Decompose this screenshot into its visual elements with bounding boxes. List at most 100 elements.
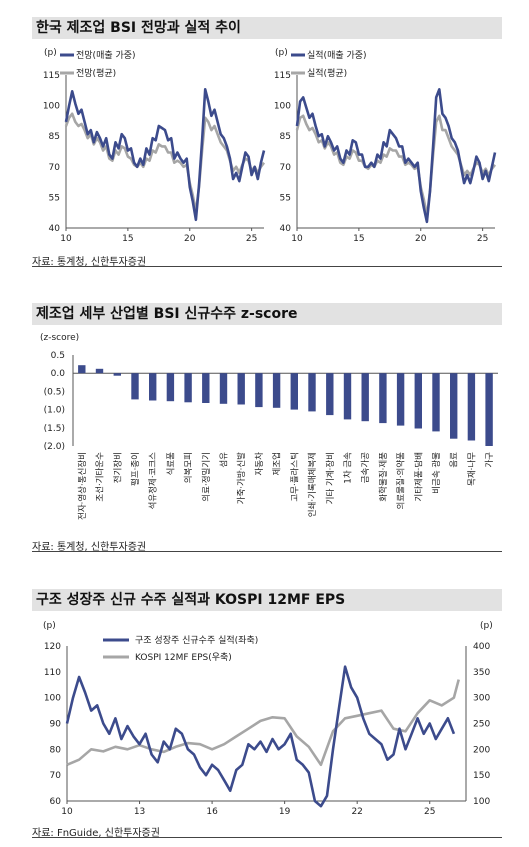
- category-label: 의료물질·의약품: [396, 452, 407, 510]
- left-tick-label: 80: [50, 745, 62, 755]
- bar: [237, 373, 245, 405]
- y-tick-label: 100: [274, 102, 291, 112]
- right-tick-label: 100: [473, 797, 490, 807]
- x-tick-label: 10: [291, 234, 303, 244]
- bar: [78, 365, 86, 374]
- x-tick-label: 25: [477, 234, 488, 244]
- left-tick-label: 90: [50, 720, 62, 730]
- panel2-title: 제조업 세부 산업별 BSI 신규수주 z-score: [32, 303, 502, 325]
- category-label: 의복모피: [183, 452, 194, 483]
- x-tick-label: 20: [415, 234, 427, 244]
- y-tick-label: 0.5: [51, 351, 65, 361]
- category-label: 전자·영상·통신장비: [77, 452, 88, 520]
- category-label: 의료·정밀기기: [201, 452, 212, 502]
- panel1-source: 자료: 통계청, 신한투자증권: [32, 257, 147, 268]
- y-tick-label: 85: [49, 132, 60, 142]
- right-tick-label: 150: [473, 771, 490, 781]
- category-label: 제조업: [273, 452, 283, 475]
- unit-label: (z-score): [40, 333, 79, 343]
- bar: [379, 373, 387, 424]
- right-unit-label: (p): [480, 621, 493, 631]
- category-label: 펄프·종이: [130, 452, 141, 486]
- category-label: 화학물질·제품: [378, 452, 389, 502]
- left-tick-label: 110: [44, 668, 61, 678]
- category-label: 1차 금속: [344, 452, 354, 484]
- y-tick-label: (1.5): [44, 424, 65, 434]
- series-line-average: [64, 112, 266, 213]
- bar: [184, 373, 192, 403]
- y-tick-label: (1.0): [44, 406, 65, 416]
- bar: [467, 373, 476, 441]
- category-label: 금속가공: [361, 452, 371, 483]
- bar: [326, 373, 334, 416]
- bar: [450, 373, 458, 439]
- order-series-line: [65, 665, 456, 808]
- series-line-weighted: [64, 88, 266, 222]
- x-tick-label: 15: [122, 234, 133, 244]
- bar: [290, 373, 298, 410]
- right-tick-label: 250: [473, 720, 490, 730]
- bar: [414, 373, 422, 429]
- bar: [255, 373, 263, 408]
- category-label: 인쇄·기록매체복제: [307, 452, 318, 517]
- left-unit-label: (p): [43, 621, 56, 631]
- right-tick-label: 400: [473, 642, 490, 652]
- bar: [485, 373, 493, 446]
- right-tick-label: 200: [473, 745, 490, 755]
- right-tick-label: 300: [473, 694, 490, 704]
- bar: [272, 373, 281, 408]
- bar: [149, 373, 157, 401]
- left-tick-label: 70: [50, 771, 62, 781]
- category-label: 음료: [450, 452, 460, 468]
- y-tick-label: 0.0: [51, 369, 66, 379]
- panel1-divider: [32, 266, 502, 267]
- category-label: 조선·기타운수: [96, 452, 106, 502]
- category-label: 기타제품·담배: [413, 452, 424, 502]
- x-tick-label: 10: [61, 807, 73, 817]
- bar: [219, 373, 228, 404]
- bar: [131, 373, 139, 400]
- series-line-average: [295, 114, 497, 218]
- y-tick-label: 55: [49, 193, 60, 203]
- x-tick-label: 20: [184, 234, 196, 244]
- y-tick-label: 55: [280, 193, 291, 203]
- legend-label: 구조 성장주 신규수주 실적(좌축): [135, 634, 258, 646]
- unit-label: (p): [275, 48, 288, 58]
- category-label: 섬유: [219, 452, 230, 468]
- panel3-source: 자료: FnGuide, 신한투자증권: [32, 828, 160, 839]
- bar: [343, 373, 352, 420]
- bar: [166, 373, 175, 402]
- y-tick-label: 85: [280, 132, 291, 142]
- category-label: 식료품: [166, 452, 176, 476]
- y-tick-label: 70: [49, 163, 61, 173]
- unit-label: (p): [44, 48, 57, 58]
- x-tick-label: 15: [353, 234, 364, 244]
- x-tick-label: 22: [351, 807, 362, 817]
- left-tick-label: 120: [44, 642, 61, 652]
- x-tick-label: 10: [60, 234, 72, 244]
- category-label: 목재·나무: [467, 452, 477, 486]
- x-tick-label: 13: [134, 807, 145, 817]
- x-tick-label: 25: [246, 234, 257, 244]
- panel3-order-eps-chart: (p) (p) 60 70 80 90 100 110 120 100 150 200 250 300 35…: [43, 621, 493, 817]
- y-tick-label: 100: [43, 102, 60, 112]
- y-tick-label: 70: [280, 163, 292, 173]
- x-tick-label: 16: [206, 807, 218, 817]
- category-label: 가죽·가방·신발: [236, 452, 247, 505]
- panel1-bsi-chart: (p) 40 55 70 85 100 115 10 15 20 25 전망(매출 가중) 전망(평균)…: [43, 48, 497, 244]
- y-tick-label: 40: [49, 224, 61, 234]
- legend-label: 실적(평균): [307, 67, 347, 79]
- category-label: 전기장비: [112, 452, 123, 483]
- left-tick-label: 100: [44, 694, 61, 704]
- category-label: 자동차: [255, 452, 265, 476]
- panel1-title: 한국 제조업 BSI 전망과 실적 추이: [32, 17, 502, 39]
- category-label: 가구: [485, 452, 495, 468]
- left-tick-label: 60: [50, 797, 62, 807]
- eps-series-line: [66, 679, 460, 767]
- bar: [396, 373, 405, 426]
- legend-label: 전망(매출 가중): [76, 50, 136, 61]
- series-line-weighted: [295, 88, 497, 224]
- x-tick-label: 19: [279, 807, 291, 817]
- category-label: 석유정제·코크스: [148, 452, 159, 510]
- panel2-divider: [32, 551, 502, 552]
